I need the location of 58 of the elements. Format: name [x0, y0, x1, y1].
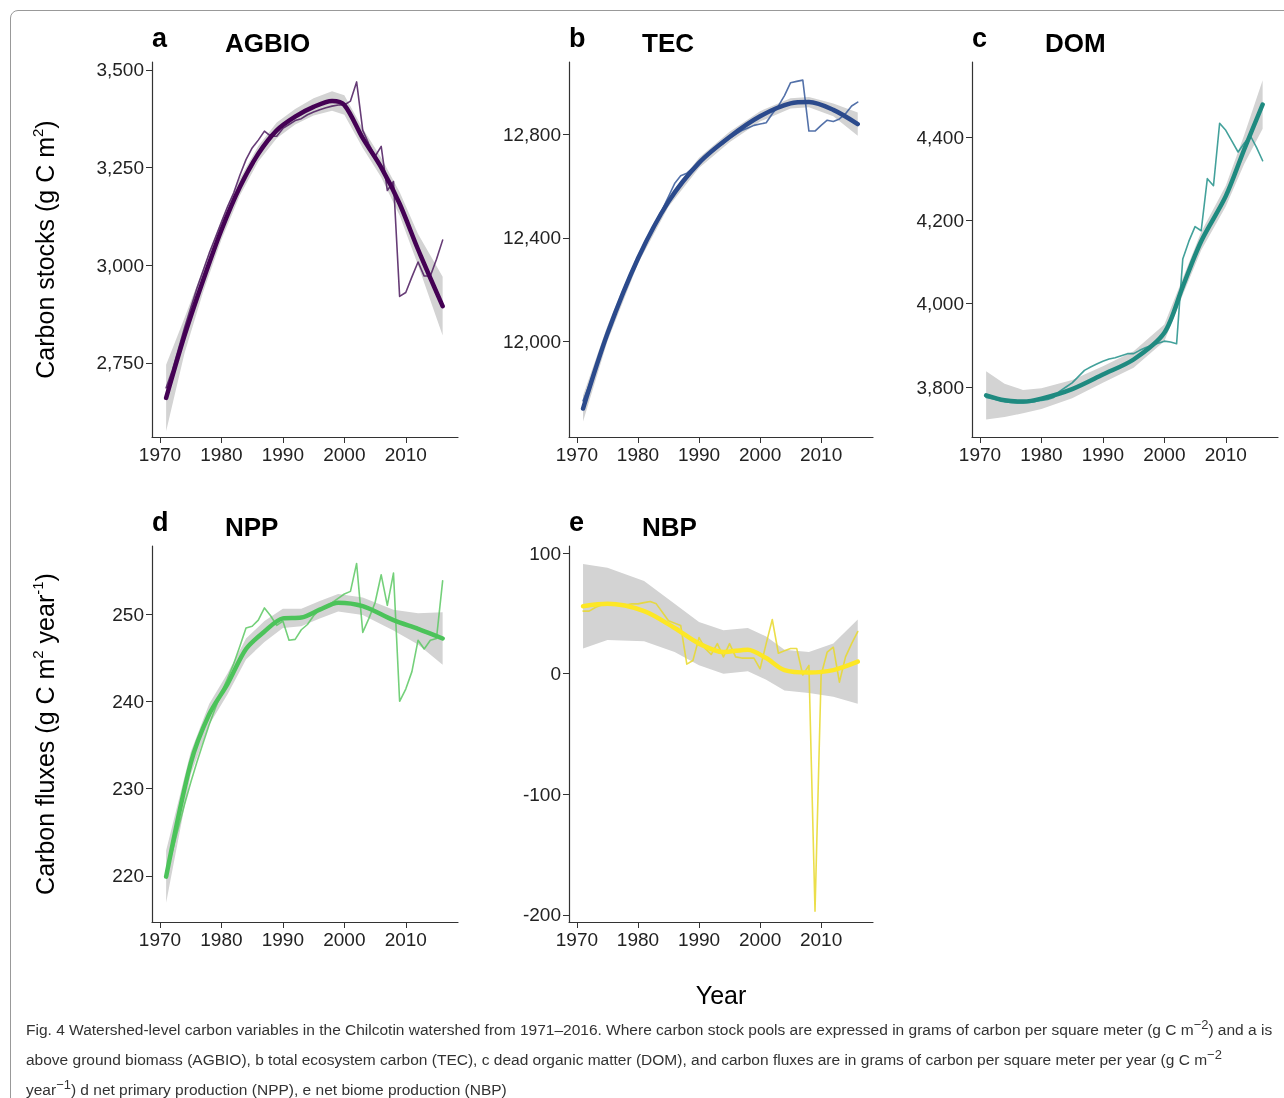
y-axis-title: Carbon stocks (g C m2): [29, 120, 59, 379]
x-tick-label: 2000: [738, 929, 782, 950]
x-tick-label: 1990: [1081, 444, 1125, 465]
x-tick-label: 1980: [200, 444, 243, 465]
y-tick-label: 12,800: [502, 123, 561, 145]
chart-title: TEC: [642, 28, 695, 58]
y-tick-label: 4,200: [916, 209, 964, 231]
x-tick-label: 1980: [1020, 444, 1063, 465]
x-tick-label: 1980: [616, 929, 660, 950]
chart-title: DOM: [1045, 28, 1106, 58]
x-tick-label: 2010: [799, 929, 843, 950]
x-tick-label: 1990: [677, 444, 721, 465]
chart-title: AGBIO: [225, 28, 311, 58]
y-tick-label: 3,800: [916, 376, 964, 398]
text: Fig. 4 Watershed-level carbon variables in the Chilcotin watershed from 1971–2016. Where carbon stock pools are expressed in grams of carbon per square meter (g C m$^{−2}$) and a is above ground biomass (AGBIO), b total ecosystem carbon (TEC), c dead organic matter (DOM), and carbon fluxes are in grams of carbon per square meter per year (g C m$^{−2}$ year$^{−1}$) d net primary production (NPP), e net biome production (NBP): [26, 1017, 1273, 1098]
y-tick-label: 240: [112, 690, 144, 712]
x-tick-label: 1970: [555, 929, 599, 950]
y-tick-label: 2,750: [96, 352, 144, 374]
y-tick-label: 0: [550, 663, 561, 685]
x-tick-label: 1970: [138, 929, 182, 950]
x-axis-title: Year: [695, 981, 747, 1009]
chart-title: NBP: [642, 512, 697, 542]
text: c: [972, 22, 988, 53]
x-tick-label: 2010: [384, 444, 427, 465]
y-tick-label: 3,250: [96, 156, 144, 178]
y-tick-label: 4,400: [916, 126, 964, 148]
x-tick-label: 2000: [323, 929, 366, 950]
y-tick-label: 4,000: [916, 293, 964, 315]
x-tick-label: 1970: [555, 444, 599, 465]
text: b: [569, 22, 586, 53]
x-tick-label: 2010: [384, 929, 427, 950]
text: a: [152, 22, 168, 53]
x-tick-label: 1980: [616, 444, 660, 465]
y-tick-label: 220: [112, 865, 144, 887]
x-tick-label: 1990: [261, 929, 305, 950]
y-tick-label: -100: [522, 783, 561, 805]
y-tick-label: 3,000: [96, 254, 144, 276]
text: e: [569, 506, 585, 537]
x-tick-label: 1990: [261, 444, 305, 465]
x-tick-label: 2000: [323, 444, 366, 465]
x-tick-label: 1970: [138, 444, 182, 465]
y-axis-title: Carbon fluxes (g C m2 year-1): [29, 573, 59, 895]
x-tick-label: 2000: [1143, 444, 1186, 465]
x-tick-label: 2000: [738, 444, 782, 465]
x-tick-label: 1970: [958, 444, 1002, 465]
y-tick-label: 12,400: [502, 227, 561, 249]
y-tick-label: 230: [112, 778, 144, 800]
text: d: [152, 506, 169, 537]
y-tick-label: 250: [112, 603, 144, 625]
x-tick-label: 1980: [200, 929, 243, 950]
y-tick-label: -200: [522, 904, 561, 926]
y-tick-label: 3,500: [96, 59, 144, 81]
y-tick-label: 100: [529, 542, 561, 564]
y-tick-label: 12,000: [502, 330, 561, 352]
x-tick-label: 2010: [1204, 444, 1247, 465]
chart-title: NPP: [225, 512, 279, 542]
x-tick-label: 1990: [677, 929, 721, 950]
x-tick-label: 2010: [799, 444, 843, 465]
